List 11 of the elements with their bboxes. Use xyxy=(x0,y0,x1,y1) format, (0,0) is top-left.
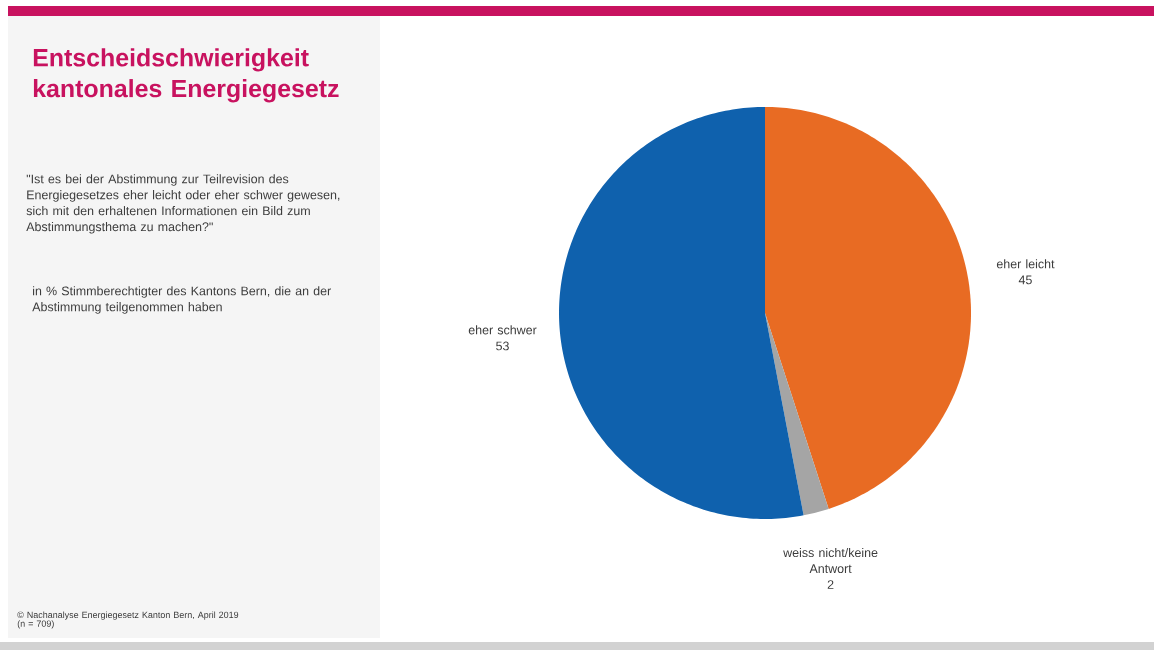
slice-label: eher leicht xyxy=(996,259,1055,269)
text: (n = 709) xyxy=(17,620,54,629)
data-label: 2 xyxy=(827,580,834,589)
text: "Ist es bei der Abstimmung zur Teilrevision des Energiegesetzes eher leicht oder eher schwer gewesen, sich mit den erhaltenen Informationen ein Bild zum Abstimmungsthema zu machen?" xyxy=(26,174,340,234)
slice-label: weiss nicht/keine Antwort xyxy=(783,547,878,574)
slice-label: eher schwer xyxy=(468,325,537,335)
text: in % Stimmberechtigter des Kantons Bern, die an der Abstimmung teilgenommen haben xyxy=(32,286,331,314)
data-label: 53 xyxy=(496,341,509,351)
data-label: 45 xyxy=(1018,275,1032,285)
text: © Nachanalyse Energiegesetz Kanton Bern, April 2019 xyxy=(17,611,239,620)
text: Entscheidschwierigkeit kantonales Energiegesetz xyxy=(33,48,339,103)
